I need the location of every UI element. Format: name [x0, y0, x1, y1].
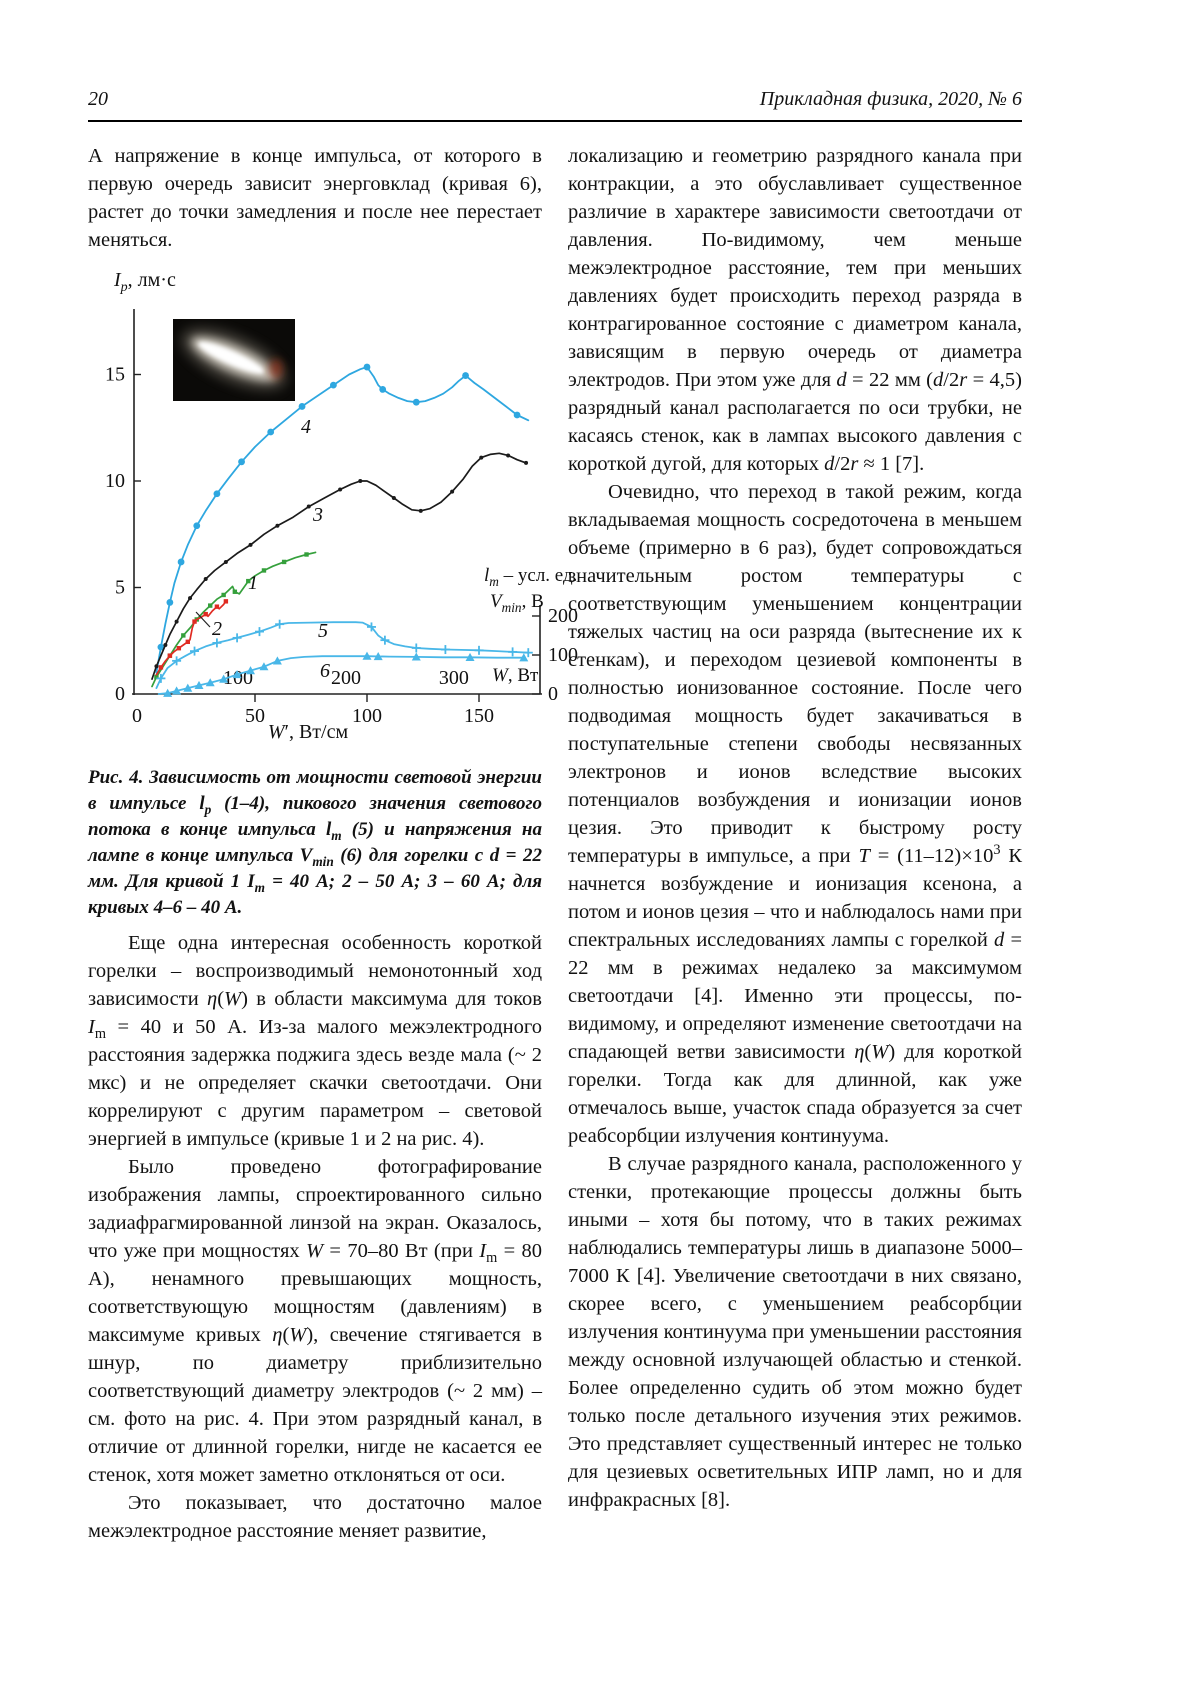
figure-chart: 0510150100200050100150100200300431256 — [105, 309, 578, 727]
svg-text:100: 100 — [548, 644, 578, 666]
paragraph: Это показывает, что достаточно малое меж… — [88, 1492, 542, 1542]
paragraph: А напряжение в конце импульса, от которо… — [88, 145, 542, 251]
paragraph: Очевидно, что переход в такой режим, ког… — [568, 481, 1023, 1147]
svg-text:5: 5 — [318, 620, 328, 642]
y-axis-title: Ip, лм·с — [114, 269, 176, 295]
page-header: 20 Прикладная физика, 2020, № 6 — [88, 88, 1022, 122]
paragraph: локализацию и геометрию разрядного канал… — [568, 145, 1022, 475]
page-number: 20 — [88, 88, 108, 110]
svg-text:3: 3 — [312, 504, 323, 526]
two-column-body: А напряжение в конце импульса, от которо… — [88, 142, 1022, 1545]
left-column: А напряжение в конце импульса, от которо… — [88, 142, 578, 1545]
paragraph: Еще одна интересная особенность короткой… — [88, 932, 542, 1150]
svg-text:1: 1 — [248, 572, 258, 594]
svg-text:10: 10 — [105, 470, 125, 492]
figure-4: 0510150100200050100150100200300431256 Ip… — [88, 269, 578, 921]
svg-text:300: 300 — [439, 667, 469, 689]
svg-text:200: 200 — [331, 667, 361, 689]
svg-text:15: 15 — [105, 364, 125, 386]
svg-text:50: 50 — [245, 705, 265, 727]
figure-caption: Рис. 4. Зависимость от мощности световой… — [88, 767, 542, 918]
journal-title: Прикладная физика, 2020, № 6 — [759, 88, 1022, 110]
paragraph: Было проведено фотографирование изображе… — [88, 1156, 543, 1486]
svg-text:150: 150 — [464, 705, 494, 727]
paragraph: В случае разрядного канала, расположенно… — [568, 1153, 1022, 1511]
svg-text:100: 100 — [352, 705, 382, 727]
chart-axes-and-curves: 0510150100200050100150100200300431256 — [105, 309, 578, 727]
svg-text:2: 2 — [212, 618, 222, 640]
right-column: локализацию и геометрию разрядного канал… — [568, 142, 1022, 1545]
lamp-photo-inset — [173, 319, 295, 401]
svg-text:0: 0 — [548, 683, 558, 705]
bottom-x-axis-title: W′, Вт/см — [267, 721, 349, 743]
svg-text:200: 200 — [548, 605, 578, 627]
right-axis-title-vmin: Vmin, В — [490, 591, 544, 615]
inner-x-axis-title: W, Вт — [492, 665, 539, 686]
figure-chart-area: 0510150100200050100150100200300431256 Ip… — [88, 269, 588, 749]
svg-text:0: 0 — [115, 683, 125, 705]
svg-text:4: 4 — [301, 416, 311, 438]
svg-text:5: 5 — [115, 577, 125, 599]
svg-text:0: 0 — [132, 705, 142, 727]
svg-text:6: 6 — [320, 660, 330, 682]
right-axis-title-lm: lm – усл. ед. — [484, 565, 578, 589]
